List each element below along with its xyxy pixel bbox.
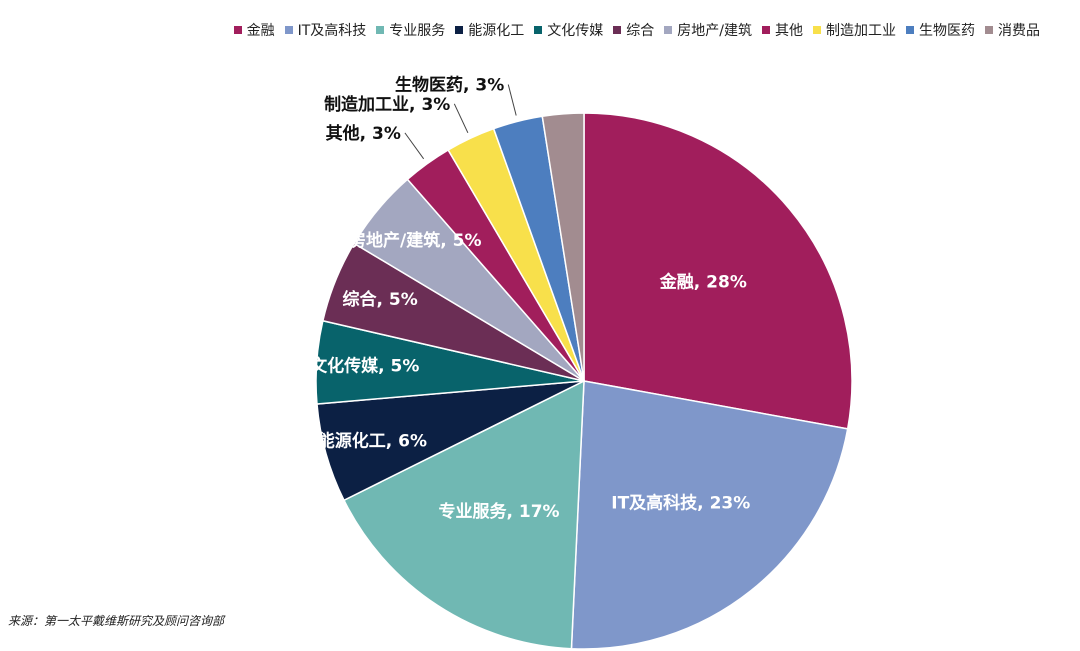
chart-legend: 金融 IT及高科技 专业服务 能源化工 文化传媒 综合 房地产/建筑 其他 制造加工业 生物医药 消…	[233, 20, 1040, 40]
legend-swatch	[985, 26, 993, 34]
legend-item: 制造加工业	[813, 20, 896, 40]
leader-line	[453, 103, 469, 134]
legend-item: 消费品	[985, 20, 1040, 40]
legend-swatch	[376, 26, 385, 34]
data-label: 综合, 5%	[343, 289, 418, 310]
data-label: 专业服务, 17%	[438, 501, 559, 522]
legend-swatch	[534, 26, 543, 34]
pie-slice	[570, 380, 849, 650]
legend-label: IT及高科技	[297, 23, 367, 39]
legend-label: 生物医药	[919, 23, 975, 39]
legend-swatch	[906, 26, 914, 34]
data-label: 制造加工业, 3%	[324, 94, 450, 115]
legend-swatch	[284, 26, 293, 34]
legend-swatch	[233, 26, 242, 34]
legend-swatch	[762, 26, 770, 34]
legend-item: 房地产/建筑	[664, 20, 752, 40]
pie-slice	[342, 379, 585, 650]
legend-swatch	[455, 26, 464, 34]
legend-swatch	[664, 26, 673, 34]
legend-item: 能源化工	[455, 20, 524, 40]
pie-slice	[583, 112, 853, 430]
legend-label: 能源化工	[468, 23, 525, 39]
data-label: 生物医药, 3%	[395, 75, 504, 96]
legend-label: 金融	[246, 23, 275, 39]
legend-label: 综合	[626, 23, 655, 39]
pie-slice	[541, 112, 585, 382]
legend-label: 专业服务	[389, 23, 446, 39]
legend-label: 制造加工业	[826, 23, 896, 39]
data-label: 金融, 28%	[659, 271, 747, 292]
data-label: IT及高科技, 23%	[611, 493, 750, 514]
data-label: 能源化工, 6%	[318, 430, 427, 451]
data-label: 房地产/建筑, 5%	[349, 230, 481, 251]
data-label: 文化传媒, 5%	[310, 356, 419, 377]
legend-item: 专业服务	[376, 20, 445, 40]
legend-swatch	[813, 26, 821, 34]
legend-item: 金融	[233, 20, 275, 40]
legend-item: IT及高科技	[284, 20, 367, 40]
data-label: 其他, 3%	[326, 123, 401, 144]
legend-item: 生物医药	[906, 20, 975, 40]
source-note: 来源：第一太平戴维斯研究及顾问咨询部	[8, 614, 225, 628]
legend-label: 消费品	[998, 23, 1040, 39]
legend-swatch	[613, 26, 622, 34]
legend-label: 其他	[775, 23, 803, 39]
leader-line	[404, 132, 425, 160]
legend-label: 文化传媒	[547, 23, 604, 39]
legend-label: 房地产/建筑	[677, 23, 752, 39]
legend-item: 文化传媒	[534, 20, 603, 40]
legend-item: 综合	[613, 20, 654, 40]
leader-line	[507, 84, 517, 116]
legend-item: 其他	[762, 20, 803, 40]
